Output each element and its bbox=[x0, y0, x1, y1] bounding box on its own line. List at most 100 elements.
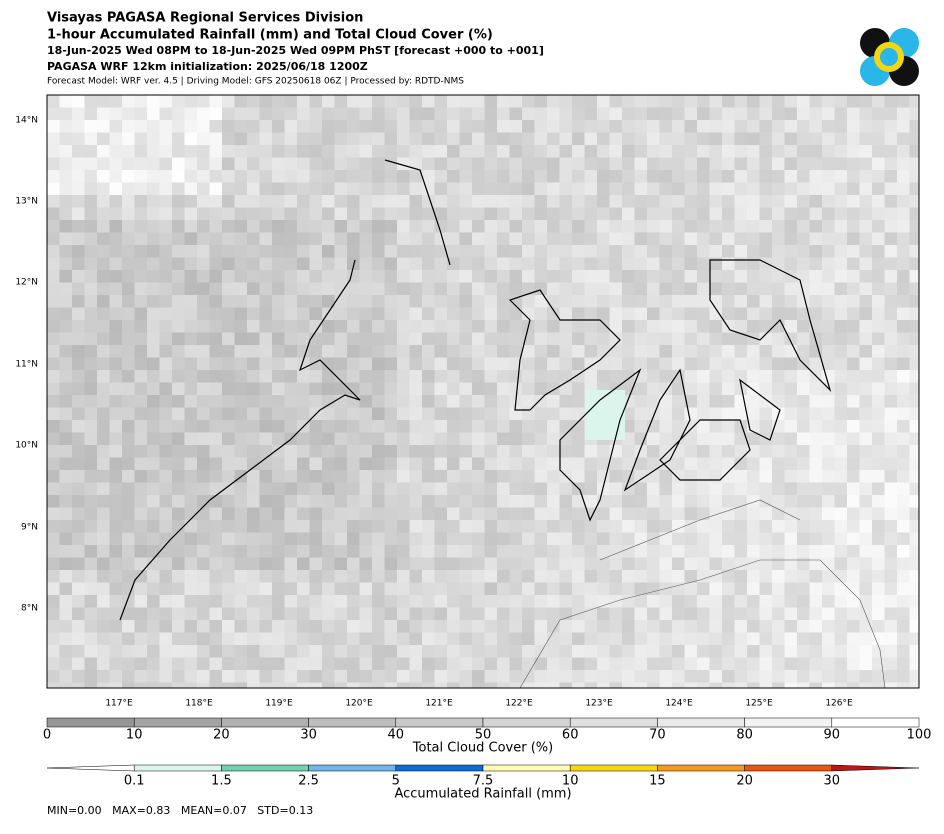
cloud-cell bbox=[434, 157, 447, 170]
cloud-cell bbox=[359, 195, 372, 208]
cloud-cell bbox=[534, 507, 547, 520]
cloud-cell bbox=[84, 170, 97, 183]
cloud-cell bbox=[647, 607, 660, 620]
cloud-cell bbox=[609, 295, 622, 308]
cloud-cell bbox=[522, 370, 535, 383]
cloud-cell bbox=[272, 670, 285, 683]
cloud-cell bbox=[272, 232, 285, 245]
cloud-cell bbox=[147, 657, 160, 670]
cloud-cell bbox=[759, 420, 772, 433]
cloud-cell bbox=[297, 270, 310, 283]
cloud-cell bbox=[459, 232, 472, 245]
cloud-cell bbox=[647, 145, 660, 158]
cloud-cell bbox=[609, 257, 622, 270]
cloud-cell bbox=[59, 582, 72, 595]
cloud-cell bbox=[597, 632, 610, 645]
cloud-cell bbox=[722, 332, 735, 345]
cloud-cell bbox=[459, 582, 472, 595]
cloud-cell bbox=[522, 182, 535, 195]
cloud-cell bbox=[122, 682, 135, 688]
cloud-cell bbox=[347, 657, 360, 670]
cloud-cell bbox=[722, 482, 735, 495]
cloud-cell bbox=[822, 220, 835, 233]
cloud-cell bbox=[209, 657, 222, 670]
cloud-cell bbox=[184, 195, 197, 208]
cloud-cell bbox=[859, 307, 872, 320]
cloud-cell bbox=[534, 570, 547, 583]
cloud-cell bbox=[697, 332, 710, 345]
cloud-cell bbox=[259, 120, 272, 133]
cloud-cell bbox=[622, 207, 635, 220]
cloud-cell bbox=[622, 132, 635, 145]
cloud-cell bbox=[97, 570, 110, 583]
cloud-cell bbox=[497, 195, 510, 208]
cloud-cell bbox=[897, 307, 910, 320]
cloud-cell bbox=[547, 407, 560, 420]
cloud-cell bbox=[359, 320, 372, 333]
cloud-cell bbox=[172, 132, 185, 145]
cloud-cell bbox=[472, 545, 485, 558]
cloud-cell bbox=[509, 457, 522, 470]
cloud-cell bbox=[697, 320, 710, 333]
cloud-cell bbox=[172, 645, 185, 658]
cloud-cell bbox=[197, 120, 210, 133]
cloud-cell bbox=[809, 395, 822, 408]
cloud-cell bbox=[384, 432, 397, 445]
cloud-cell bbox=[859, 157, 872, 170]
cloud-cell bbox=[247, 570, 260, 583]
cloud-cell bbox=[97, 170, 110, 183]
cloud-cell bbox=[272, 270, 285, 283]
cloud-cell bbox=[534, 595, 547, 608]
cloud-cell bbox=[447, 657, 460, 670]
cloud-cell bbox=[197, 307, 210, 320]
cloud-cell bbox=[584, 595, 597, 608]
cloud-cell bbox=[759, 207, 772, 220]
cloud-cell bbox=[834, 207, 847, 220]
cloud-cell bbox=[259, 282, 272, 295]
cloud-cell bbox=[484, 282, 497, 295]
cloud-cell bbox=[809, 445, 822, 458]
cloud-cell bbox=[334, 482, 347, 495]
cloud-cell bbox=[559, 495, 572, 508]
cloud-cell bbox=[472, 345, 485, 358]
cloud-cell bbox=[322, 670, 335, 683]
cloud-cell bbox=[259, 182, 272, 195]
cloud-cell bbox=[622, 520, 635, 533]
cloud-cell bbox=[559, 95, 572, 108]
cloud-cell bbox=[822, 457, 835, 470]
cloud-cell bbox=[247, 182, 260, 195]
cloud-cell bbox=[259, 220, 272, 233]
lon-label: 117°E bbox=[105, 699, 133, 709]
cloud-cell bbox=[597, 307, 610, 320]
cloud-cell bbox=[134, 482, 147, 495]
cloud-cell bbox=[622, 495, 635, 508]
cloud-cell bbox=[509, 220, 522, 233]
cloud-cell bbox=[409, 470, 422, 483]
cloud-cell bbox=[447, 195, 460, 208]
cloud-cell bbox=[484, 570, 497, 583]
cloud-cell bbox=[247, 495, 260, 508]
cloud-cell bbox=[284, 120, 297, 133]
cloud-cell bbox=[572, 295, 585, 308]
cloud-cell bbox=[609, 482, 622, 495]
cloud-cell bbox=[759, 120, 772, 133]
cloud-cell bbox=[84, 507, 97, 520]
cloud-cell bbox=[647, 232, 660, 245]
cloud-cell bbox=[609, 670, 622, 683]
cloud-cell bbox=[697, 195, 710, 208]
cloud-cell bbox=[547, 207, 560, 220]
cloud-cell bbox=[647, 482, 660, 495]
cloud-cell bbox=[422, 482, 435, 495]
cloud-cell bbox=[772, 670, 785, 683]
cloud-cell bbox=[909, 295, 919, 308]
cloud-cell bbox=[422, 295, 435, 308]
cloud-cell bbox=[134, 495, 147, 508]
cloud-cell bbox=[109, 420, 122, 433]
cloud-cell bbox=[147, 270, 160, 283]
cloud-cell bbox=[409, 370, 422, 383]
cloud-cell bbox=[822, 370, 835, 383]
cloud-cell bbox=[397, 145, 410, 158]
cloud-cell bbox=[584, 645, 597, 658]
cloud-cell bbox=[97, 232, 110, 245]
cloud-cell bbox=[159, 295, 172, 308]
